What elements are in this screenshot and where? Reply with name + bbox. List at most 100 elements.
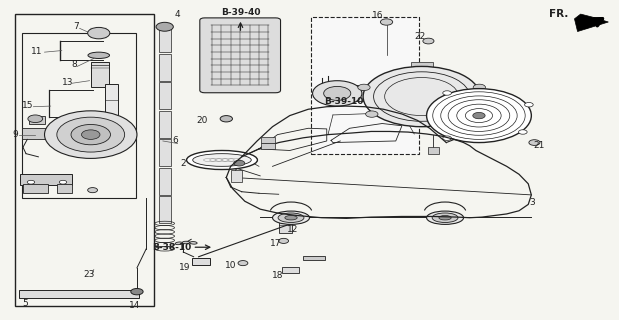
Bar xyxy=(91,62,109,87)
Bar xyxy=(158,168,171,195)
Text: B-39-10: B-39-10 xyxy=(324,97,363,106)
Circle shape xyxy=(220,116,233,122)
Circle shape xyxy=(45,111,137,158)
Circle shape xyxy=(88,28,110,39)
Circle shape xyxy=(324,86,351,100)
Text: 19: 19 xyxy=(180,263,191,272)
Text: 17: 17 xyxy=(270,239,282,248)
Circle shape xyxy=(88,188,98,193)
Ellipse shape xyxy=(193,154,251,166)
Text: B-38-10: B-38-10 xyxy=(152,243,191,252)
Circle shape xyxy=(443,91,451,95)
Ellipse shape xyxy=(88,52,110,59)
Ellipse shape xyxy=(272,211,310,224)
Bar xyxy=(279,220,292,233)
Bar xyxy=(232,170,242,182)
Circle shape xyxy=(313,81,362,106)
Bar xyxy=(158,196,171,223)
Bar xyxy=(410,62,433,68)
Bar xyxy=(158,54,171,81)
Text: 11: 11 xyxy=(32,47,43,56)
Bar xyxy=(22,33,136,198)
Text: 12: 12 xyxy=(287,225,298,234)
Circle shape xyxy=(71,124,110,145)
Text: 3: 3 xyxy=(530,198,535,207)
Bar xyxy=(22,128,47,140)
Text: 2: 2 xyxy=(180,159,186,168)
Circle shape xyxy=(358,84,370,91)
Text: 16: 16 xyxy=(371,11,383,20)
Circle shape xyxy=(363,67,480,127)
Text: 7: 7 xyxy=(74,22,79,31)
Ellipse shape xyxy=(175,242,183,245)
Circle shape xyxy=(443,136,451,140)
Text: B-39-40: B-39-40 xyxy=(221,8,260,17)
Circle shape xyxy=(156,22,173,31)
Text: 18: 18 xyxy=(272,271,284,280)
Text: 9: 9 xyxy=(12,130,18,139)
Bar xyxy=(158,111,171,138)
Circle shape xyxy=(519,130,527,134)
Bar xyxy=(158,140,171,166)
Text: 13: 13 xyxy=(62,78,74,87)
Circle shape xyxy=(465,111,478,117)
Bar xyxy=(20,174,72,185)
Ellipse shape xyxy=(182,241,189,244)
Bar xyxy=(261,137,275,142)
Bar xyxy=(15,14,154,306)
Polygon shape xyxy=(574,14,608,32)
Circle shape xyxy=(524,102,533,107)
Bar xyxy=(356,85,380,101)
Circle shape xyxy=(380,89,411,105)
Ellipse shape xyxy=(285,215,297,220)
Bar xyxy=(193,258,210,265)
Circle shape xyxy=(279,238,288,244)
Circle shape xyxy=(27,180,35,184)
Bar xyxy=(57,184,72,193)
Ellipse shape xyxy=(432,213,458,222)
Bar xyxy=(303,256,325,260)
Text: 20: 20 xyxy=(196,116,207,125)
Ellipse shape xyxy=(426,211,464,224)
Circle shape xyxy=(473,112,485,119)
Circle shape xyxy=(473,84,485,91)
Text: 4: 4 xyxy=(174,10,180,19)
Text: 10: 10 xyxy=(225,261,236,270)
Bar xyxy=(158,82,171,109)
Circle shape xyxy=(238,260,248,266)
Bar xyxy=(29,116,45,124)
Text: 5: 5 xyxy=(22,299,28,308)
Circle shape xyxy=(529,140,540,145)
Text: 21: 21 xyxy=(534,140,545,149)
Circle shape xyxy=(57,117,124,152)
Ellipse shape xyxy=(186,150,258,170)
Ellipse shape xyxy=(278,213,304,222)
Circle shape xyxy=(423,38,434,44)
Text: 15: 15 xyxy=(22,101,33,110)
Text: 23: 23 xyxy=(83,270,95,279)
Text: 6: 6 xyxy=(172,136,178,146)
Circle shape xyxy=(380,19,392,25)
Circle shape xyxy=(82,130,100,140)
Bar xyxy=(261,143,275,149)
Text: 22: 22 xyxy=(415,32,426,41)
Text: FR.: FR. xyxy=(549,9,568,19)
Circle shape xyxy=(59,180,67,184)
Bar xyxy=(105,84,118,119)
Text: 14: 14 xyxy=(129,301,140,310)
Circle shape xyxy=(28,115,43,123)
Ellipse shape xyxy=(439,215,451,220)
Bar xyxy=(23,184,48,193)
Ellipse shape xyxy=(190,242,197,244)
Circle shape xyxy=(234,160,245,166)
Bar xyxy=(428,147,439,154)
Bar xyxy=(158,25,171,52)
Bar xyxy=(19,290,139,298)
Bar xyxy=(311,17,418,154)
FancyBboxPatch shape xyxy=(200,18,280,93)
Text: 8: 8 xyxy=(71,60,77,69)
Circle shape xyxy=(131,288,143,295)
Bar xyxy=(80,131,102,139)
Bar xyxy=(282,267,299,273)
Circle shape xyxy=(366,111,378,117)
